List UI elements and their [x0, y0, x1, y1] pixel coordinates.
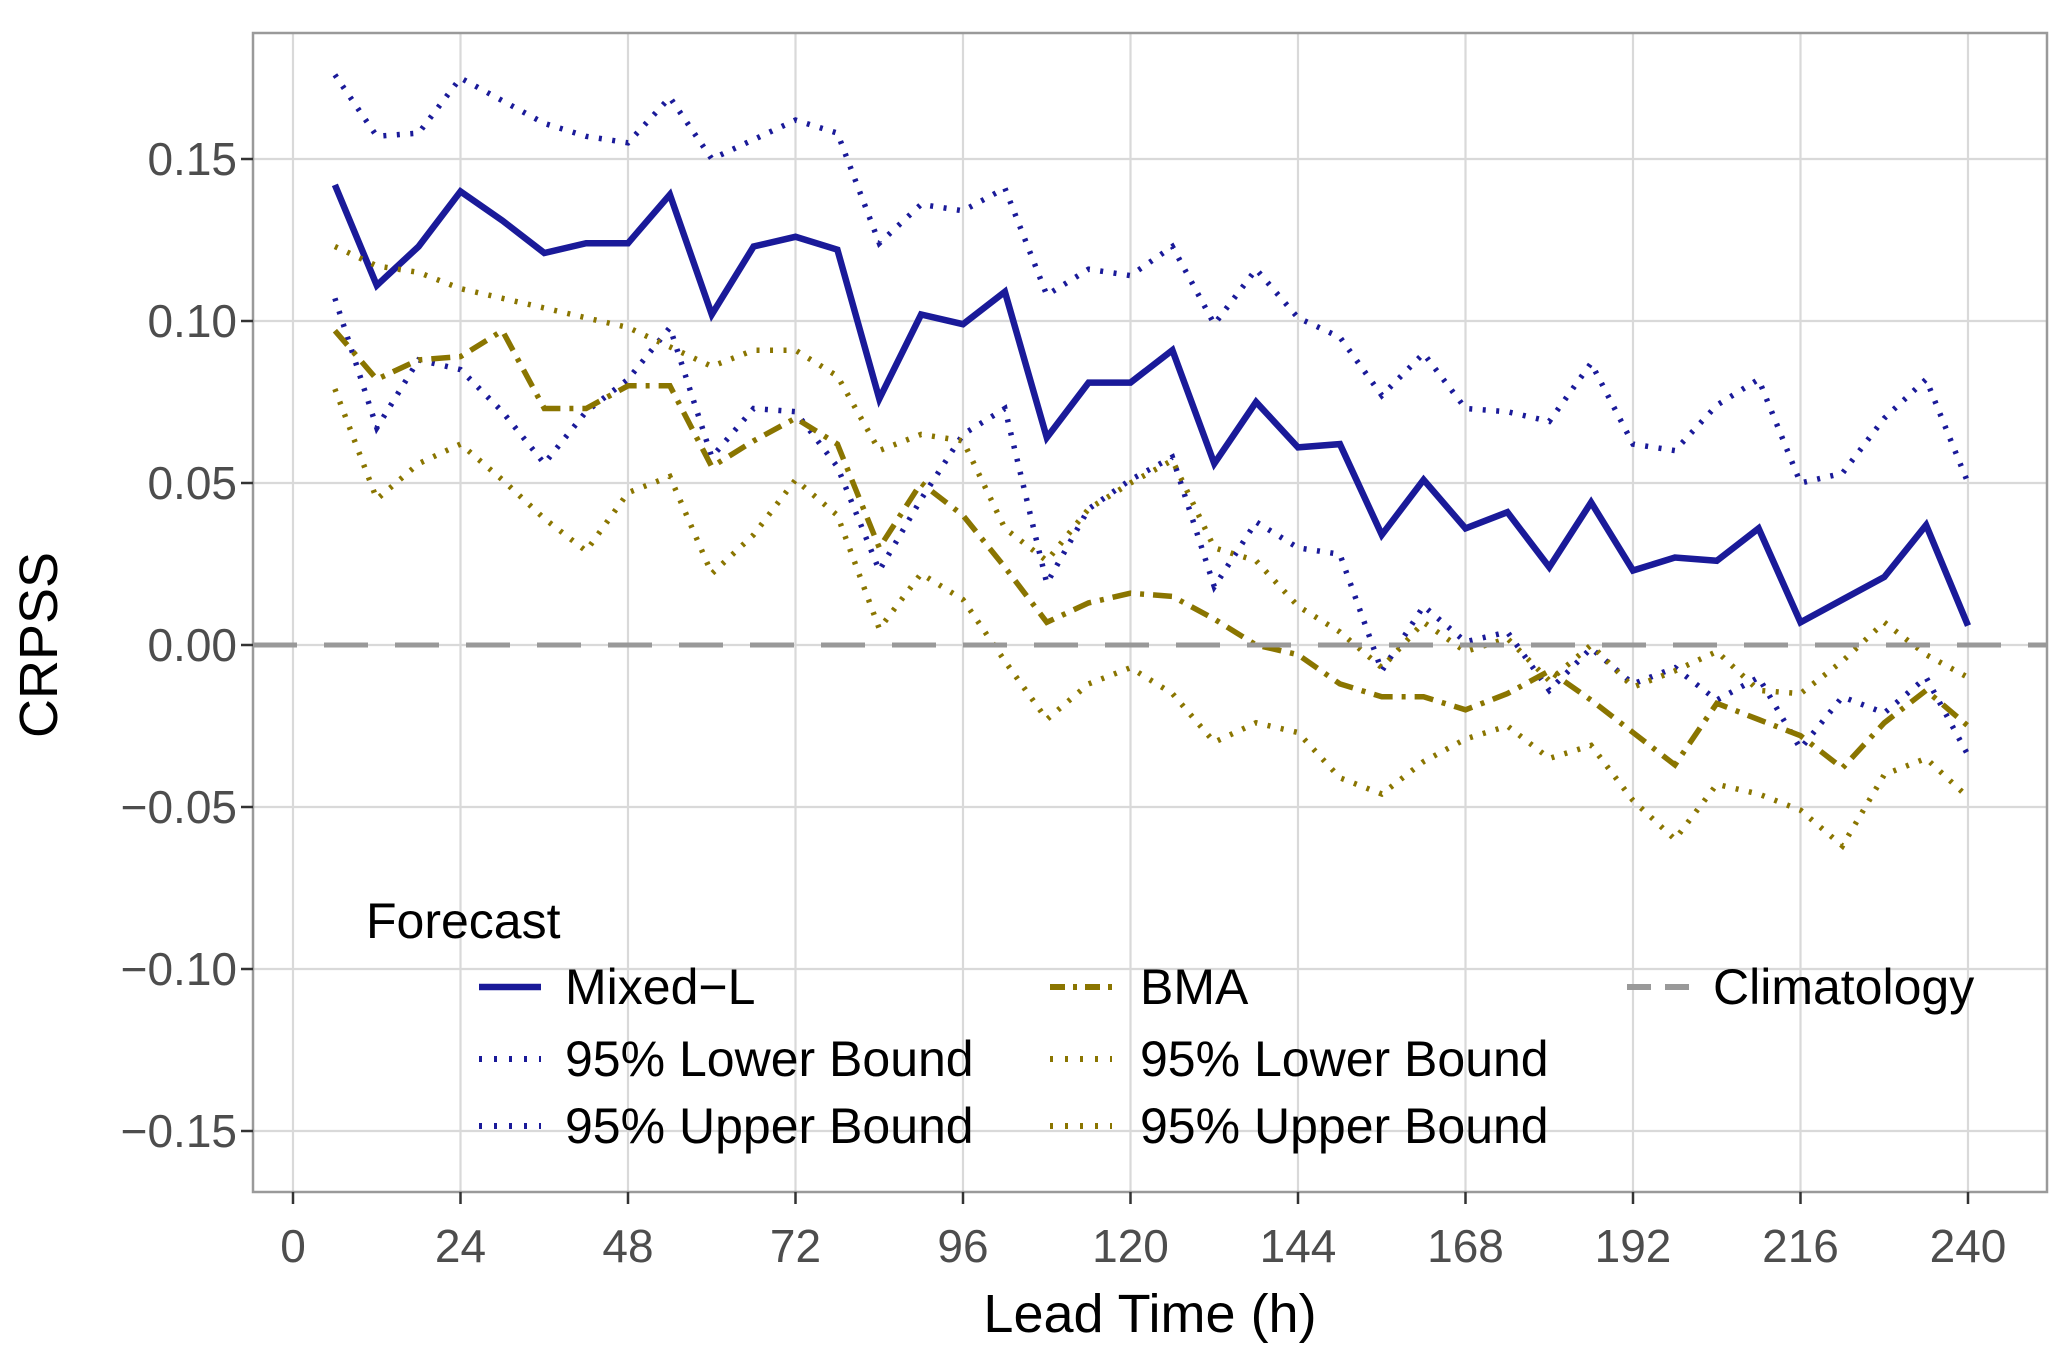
x-tick-label-216: 216	[1762, 1220, 1839, 1272]
y-tick-label-4: −0.05	[121, 781, 237, 833]
legend-95-upper-bound-col2-label: 95% Upper Bound	[1140, 1098, 1549, 1154]
y-tick-label-3: 0.00	[147, 619, 237, 671]
x-tick-label-120: 120	[1092, 1220, 1169, 1272]
y-tick-label-0: 0.15	[147, 133, 237, 185]
x-tick-label-168: 168	[1427, 1220, 1504, 1272]
x-tick-label-72: 72	[770, 1220, 821, 1272]
series-bma-95-upper-bound-line	[333, 244, 1970, 697]
series-bma-95-lower-bound-line	[332, 388, 1970, 851]
legend-95-lower-bound-col2-label: 95% Lower Bound	[1140, 1031, 1549, 1087]
y-tick-label-2: 0.05	[147, 457, 237, 509]
x-tick-label-48: 48	[602, 1220, 653, 1272]
series-mixed-l-line	[331, 183, 1971, 627]
y-tick-label-1: 0.10	[147, 295, 237, 347]
legend-climatology-col3-label: Climatology	[1713, 959, 1974, 1015]
y-tick-label-6: −0.15	[121, 1105, 237, 1157]
legend-95-upper-bound-col1-label: 95% Upper Bound	[565, 1098, 974, 1154]
series-bma-line	[332, 326, 1970, 772]
x-tick-label-240: 240	[1930, 1220, 2007, 1272]
legend-mixed-l-col1-label: Mixed−L	[565, 959, 755, 1015]
x-tick-label-192: 192	[1595, 1220, 1672, 1272]
legend-95-lower-bound-col1-label: 95% Lower Bound	[565, 1031, 974, 1087]
series-mixed-l-95-upper-bound-line	[332, 73, 1971, 487]
y-tick-label-5: −0.10	[121, 943, 237, 995]
x-tick-label-96: 96	[937, 1220, 988, 1272]
x-tick-label-144: 144	[1260, 1220, 1337, 1272]
y-axis-title: CRPSS	[9, 552, 69, 738]
panel-border	[251, 31, 2049, 1194]
legend-title: Forecast	[366, 893, 561, 949]
x-tick-label-0: 0	[280, 1220, 306, 1272]
x-axis-title: Lead Time (h)	[983, 1284, 1316, 1344]
x-tick-label-24: 24	[435, 1220, 486, 1272]
legend-bma-col2-label: BMA	[1140, 959, 1249, 1015]
